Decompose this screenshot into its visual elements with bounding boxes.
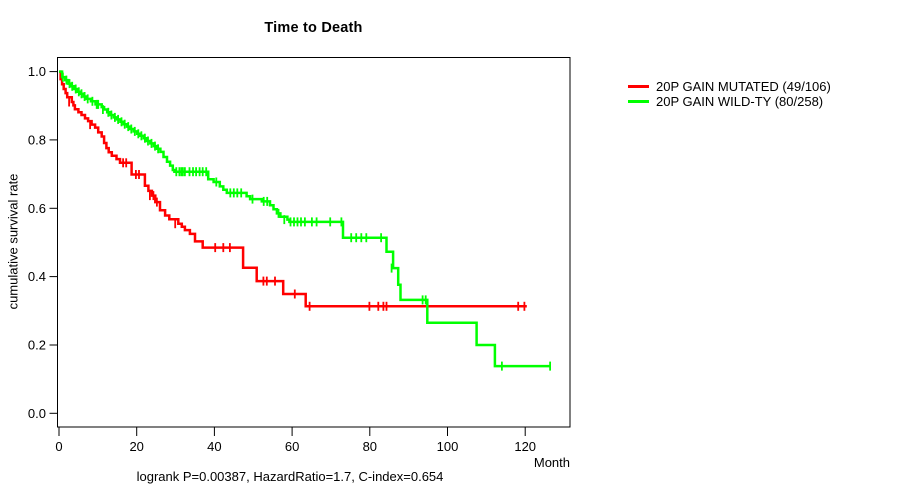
stats-caption: logrank P=0.00387, HazardRatio=1.7, C-in… [136,469,444,484]
y-tick-label: 0.6 [28,201,46,216]
plot-box [57,57,571,428]
chart-title: Time to Death [264,20,363,36]
x-axis-label: Month [533,455,570,470]
censor-ticks-2 [62,72,551,371]
x-axis: 0 20 40 60 80 100 120 [55,427,536,454]
legend-item-wildtype: 20P GAIN WILD-TY (80/258) [628,94,831,109]
x-tick-label: 100 [437,439,459,454]
survival-curve-1 [59,70,527,308]
y-tick-label: 0.0 [28,406,46,421]
legend-line-swatch-green [628,100,649,103]
x-tick-label: 60 [285,439,299,454]
censor-ticks-1 [68,97,526,311]
legend-label-mutated: 20P GAIN MUTATED (49/106) [656,79,831,94]
y-axis: 0.0 0.2 0.4 0.6 0.8 1.0 [28,64,58,421]
y-tick-label: 0.2 [28,338,46,353]
y-axis-label: cumulative survival rate [5,173,21,310]
x-tick-label: 120 [514,439,536,454]
legend-label-wildtype: 20P GAIN WILD-TY (80/258) [656,94,824,109]
y-tick-label: 0.4 [28,269,46,284]
x-tick-label: 80 [363,439,377,454]
y-tick-label: 0.8 [28,132,46,147]
x-tick-label: 20 [129,439,143,454]
legend-line-swatch-red [628,85,649,88]
survival-curve-2 [59,70,551,368]
legend-item-mutated: 20P GAIN MUTATED (49/106) [628,79,831,94]
x-tick-label: 40 [207,439,221,454]
x-tick-label: 0 [55,439,62,454]
legend: 20P GAIN MUTATED (49/106) 20P GAIN WILD-… [628,79,831,109]
y-tick-label: 1.0 [28,64,46,79]
